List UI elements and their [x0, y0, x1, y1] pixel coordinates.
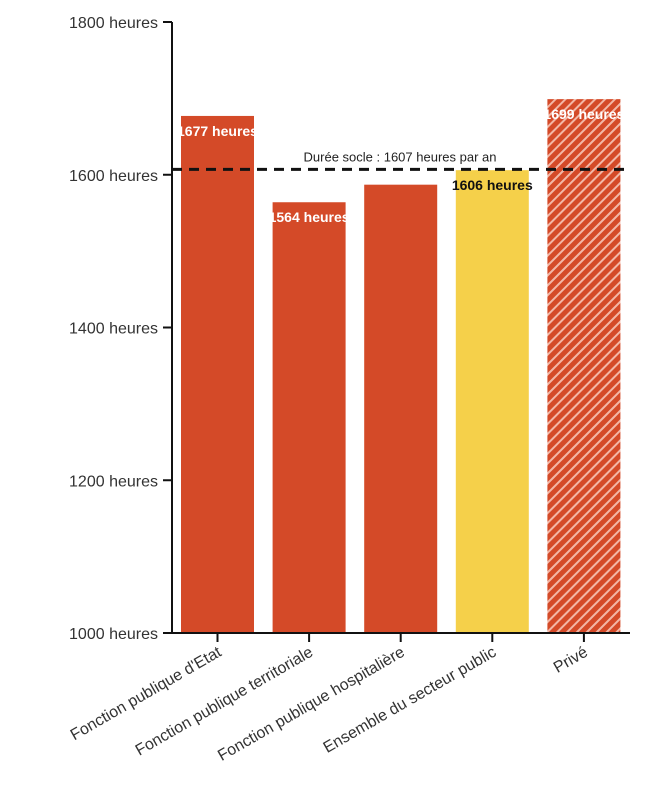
- y-tick-label: 1600 heures: [69, 168, 158, 185]
- y-tick-label: 1200 heures: [69, 473, 158, 490]
- y-tick-label: 1800 heures: [69, 15, 158, 32]
- value-label: 1699 heures: [543, 106, 624, 122]
- value-label: 1606 heures: [452, 177, 533, 193]
- x-tick-label: Fonction publique d'Etat: [68, 643, 225, 744]
- x-tick-label: Fonction publique territoriale: [133, 644, 316, 760]
- bar-1: [272, 202, 346, 633]
- value-label: 1677 heures: [177, 123, 258, 139]
- x-tick-label: Ensemble du secteur public: [321, 644, 500, 757]
- reference-line-group: Durée socle : 1607 heures par an: [172, 149, 630, 171]
- x-tick-label: Privé: [551, 644, 591, 677]
- bar-0: [181, 115, 254, 633]
- x-tick-label: Fonction publique hospitalière: [215, 644, 408, 765]
- y-tick-label: 1400 heures: [69, 321, 158, 338]
- reference-line-label: Durée socle : 1607 heures par an: [304, 149, 497, 164]
- bar-4: [547, 99, 621, 634]
- value-labels: 1677 heures 1564 heures 1606 heures 1699 he…: [177, 106, 625, 225]
- y-axis-ticks: 1000 heures 1200 heures 1400 heures 1600 he…: [69, 15, 172, 643]
- bars: [181, 99, 621, 634]
- bar-3: [455, 170, 529, 634]
- value-label: 1564 heures: [269, 209, 350, 225]
- y-tick-label: 1000 heures: [69, 626, 158, 643]
- bar-2: [364, 184, 438, 633]
